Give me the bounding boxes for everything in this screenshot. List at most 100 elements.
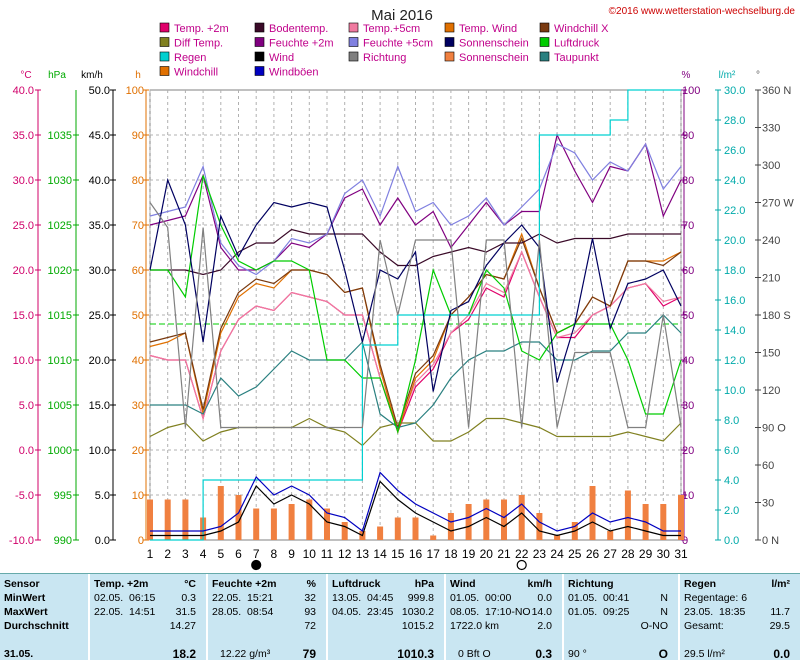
wind-min-val: 0.0 (537, 592, 552, 604)
dir-tick-label: 300 (762, 160, 780, 172)
rain-tick-label: 8.0 (724, 415, 739, 427)
sunshine-bar (147, 499, 153, 540)
legend-swatch (444, 37, 455, 47)
copyright: ©2016 www.wetterstation-wechselburg.de (609, 6, 796, 17)
legend-swatch (444, 51, 455, 62)
legend-swatch (348, 37, 359, 47)
sunshine-bar (430, 535, 437, 540)
sunshine-bar (447, 513, 454, 540)
legend-label: Regen (174, 52, 206, 64)
min-label: MinWert (4, 592, 46, 604)
temp-max-val: 31.5 (175, 606, 196, 618)
stats-direction: Richtung 01.05. 00:41 N 01.05. 09:25 N O-N… (562, 574, 678, 661)
moon-full-icon (516, 559, 527, 571)
stats-panel: Sensor MinWert MaxWert Durchschnitt 31.0… (0, 573, 800, 661)
sunshine-bar (465, 504, 472, 540)
press-min-date: 13.05. (332, 592, 362, 604)
x-tick-label: 23 (533, 547, 547, 561)
legend-label: Bodentemp. (269, 23, 328, 35)
sunshine-bar (483, 499, 490, 540)
stats-rain: Regen l/m² Regentage: 6 23.05. 18:35 11.7 … (678, 574, 800, 661)
date-label: 31.05. (4, 648, 34, 660)
hours-tick-label: 50 (132, 310, 144, 322)
temp-min-val: 0.3 (181, 592, 196, 604)
x-tick-label: 22 (515, 547, 529, 561)
temp-tick-label: 40.0 (13, 85, 34, 97)
series-feuchte-5cm (149, 142, 682, 276)
percent-tick-label: 20 (682, 445, 694, 457)
rain-tick-label: 24.0 (724, 175, 745, 187)
unit-pressure: hPa (48, 70, 66, 81)
moon-markers (251, 559, 527, 571)
hum-max-val: 93 (304, 606, 316, 618)
pressure-tick-label: 1000 (48, 445, 72, 457)
hours-tick-label: 80 (132, 175, 144, 187)
x-tick-label: 8 (271, 547, 278, 561)
rain-tick-label: 30.0 (724, 85, 745, 97)
press-max-time: 23:45 (367, 606, 394, 618)
x-tick-label: 29 (639, 547, 653, 561)
legend-label: Windchill (174, 67, 218, 79)
press-avg: 1015.2 (401, 620, 434, 632)
sunshine-bar (253, 508, 260, 540)
sunshine-bar (270, 508, 277, 540)
speed-tick-label: 0.0 (95, 535, 110, 547)
series-lines (149, 89, 682, 541)
hum-avg: 72 (304, 620, 316, 632)
dir-tick-label: 180 S (762, 310, 791, 322)
rain-tick-label: 20.0 (724, 235, 745, 247)
wind-header: Wind (450, 578, 476, 590)
pressure-tick-label: 1030 (48, 175, 72, 187)
legend-label: Windchill X (554, 23, 609, 35)
rain-unit: l/m² (771, 578, 790, 590)
percent-tick-label: 90 (682, 130, 694, 142)
max-label: MaxWert (4, 606, 48, 618)
temp-tick-label: 20.0 (13, 265, 34, 277)
temp-tick-label: -10.0 (9, 535, 34, 547)
pressure-tick-label: 1005 (48, 400, 72, 412)
temp-tick-label: 30.0 (13, 175, 34, 187)
sunshine-bar (412, 517, 419, 540)
rain-tick-label: 0.0 (724, 535, 739, 547)
hours-tick-label: 40 (132, 355, 144, 367)
percent-tick-label: 60 (682, 265, 694, 277)
sunshine-bar (217, 486, 224, 540)
legend-label: Taupunkt (554, 52, 599, 64)
hours-tick-label: 60 (132, 265, 144, 277)
temp-max-time: 14:51 (129, 606, 156, 618)
dir-tick-label: 120 (762, 385, 780, 397)
legend-label: Wind (269, 52, 294, 64)
x-tick-label: 3 (182, 547, 189, 561)
legend-label: Temp. +2m (174, 23, 229, 35)
legend-label: Windböen (269, 67, 319, 79)
series-luftdruck (150, 175, 682, 435)
series-taupunkt (150, 314, 682, 429)
sunshine-bar (324, 508, 330, 540)
legend-swatch (254, 51, 265, 62)
x-tick-label: 4 (200, 547, 207, 561)
sunshine-bar (377, 526, 384, 540)
hum-abs: 12.22 g/m³ (220, 648, 271, 660)
sunshine-bar (554, 535, 561, 540)
temp-tick-label: 5.0 (19, 400, 34, 412)
percent-tick-label: 0 (682, 535, 688, 547)
dir-tick-label: 60 (762, 460, 774, 472)
dir-tick-label: 360 N (762, 85, 791, 97)
legend-swatch (254, 22, 265, 33)
series-windb-en (150, 471, 681, 533)
unit-percent: % (682, 70, 691, 81)
rain-tick-label: 10.0 (724, 385, 745, 397)
x-tick-label: 20 (480, 547, 494, 561)
dir-tick-label: 330 (762, 123, 780, 135)
sunshine-bar (624, 490, 631, 540)
legend-label: Diff Temp. (174, 38, 223, 50)
speed-tick-label: 5.0 (95, 490, 110, 502)
x-tick-label: 25 (568, 547, 582, 561)
temp-tick-label: 10.0 (13, 355, 34, 367)
rain-tick-label: 16.0 (724, 295, 745, 307)
x-tick-label: 19 (462, 547, 476, 561)
legend-swatch (348, 51, 359, 62)
legend-swatch (539, 22, 550, 33)
legend-label: Sonnenschein (459, 38, 529, 50)
chart-title: Mai 2016 (371, 7, 433, 24)
